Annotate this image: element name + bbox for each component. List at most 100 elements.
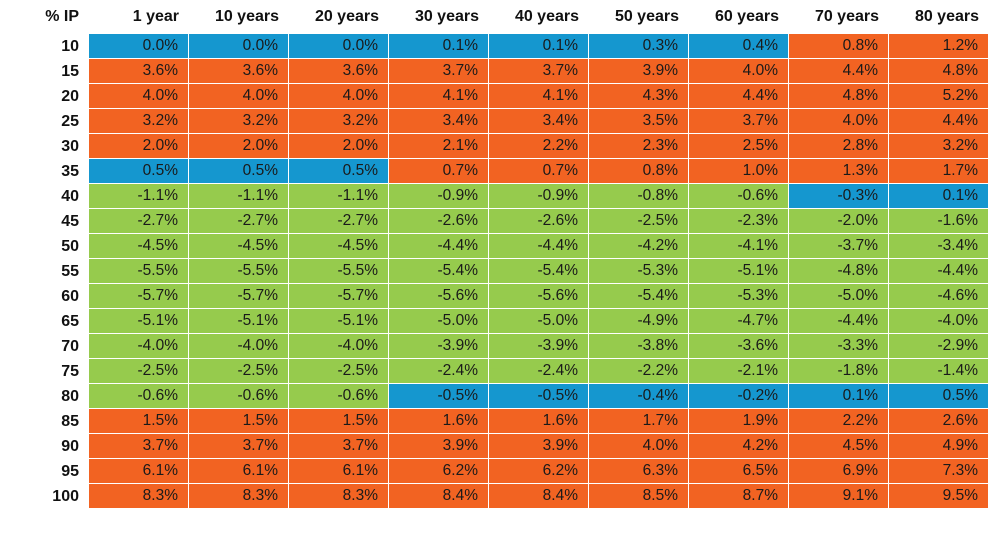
- heatmap-cell: 4.4%: [889, 109, 989, 134]
- heatmap-cell: 1.6%: [489, 409, 589, 434]
- heatmap-cell: 0.1%: [389, 34, 489, 59]
- row-label: 85: [61, 412, 79, 430]
- row-label: 50: [61, 237, 79, 255]
- heatmap-cell: 0.0%: [289, 34, 389, 59]
- column-header: 50 years: [614, 8, 679, 25]
- heatmap-cell: -0.9%: [489, 184, 589, 209]
- heatmap-cell: 8.3%: [189, 484, 289, 509]
- heatmap-cell: -1.1%: [189, 184, 289, 209]
- heatmap-cell: -2.0%: [789, 209, 889, 234]
- heatmap-cell: 0.1%: [489, 34, 589, 59]
- heatmap-cell: 4.0%: [289, 84, 389, 109]
- heatmap-cell: 1.3%: [789, 159, 889, 184]
- heatmap-cell: 1.7%: [889, 159, 989, 184]
- heatmap-cell: -5.1%: [89, 309, 189, 334]
- heatmap-cell: 4.2%: [689, 434, 789, 459]
- heatmap-cell: -5.1%: [189, 309, 289, 334]
- heatmap-cell: -5.6%: [489, 284, 589, 309]
- column-header: 1 year: [132, 8, 179, 25]
- row-label: 30: [61, 137, 79, 155]
- row-label: 60: [61, 287, 79, 305]
- heatmap-cell: -5.7%: [89, 284, 189, 309]
- heatmap-cell: 3.7%: [289, 434, 389, 459]
- heatmap-cell: 3.2%: [189, 109, 289, 134]
- heatmap-cell: -2.6%: [489, 209, 589, 234]
- heatmap-cell: 0.8%: [589, 159, 689, 184]
- heatmap-cell: -2.7%: [289, 209, 389, 234]
- heatmap-cell: -4.2%: [589, 234, 689, 259]
- heatmap-cell: 4.3%: [589, 84, 689, 109]
- heatmap-cell: -4.7%: [689, 309, 789, 334]
- heatmap-cell: -4.0%: [289, 334, 389, 359]
- heatmap-cell: -4.4%: [489, 234, 589, 259]
- heatmap-cell: 0.4%: [689, 34, 789, 59]
- heatmap-cell: 6.2%: [389, 459, 489, 484]
- heatmap-cell: -5.4%: [589, 284, 689, 309]
- heatmap-cell: -3.9%: [389, 334, 489, 359]
- heatmap-cell: 0.5%: [189, 159, 289, 184]
- heatmap-cell: -3.8%: [589, 334, 689, 359]
- heatmap-cell: -4.0%: [889, 309, 989, 334]
- heatmap-cell: 2.0%: [89, 134, 189, 159]
- column-header: 60 years: [714, 8, 779, 25]
- heatmap-cell: 4.0%: [189, 84, 289, 109]
- heatmap-cell: -0.6%: [189, 384, 289, 409]
- heatmap-cell: -4.5%: [89, 234, 189, 259]
- heatmap-cell: 6.1%: [189, 459, 289, 484]
- heatmap-cell: 0.1%: [789, 384, 889, 409]
- heatmap-cell: -2.4%: [389, 359, 489, 384]
- heatmap-cell: -1.8%: [789, 359, 889, 384]
- heatmap-cell: -3.7%: [789, 234, 889, 259]
- heatmap-cell: 9.1%: [789, 484, 889, 509]
- heatmap-cell: 3.6%: [289, 59, 389, 84]
- heatmap-cell: 0.7%: [489, 159, 589, 184]
- heatmap-cell: 0.5%: [889, 384, 989, 409]
- row-label: 75: [61, 362, 79, 380]
- heatmap-cell: 2.8%: [789, 134, 889, 159]
- heatmap-cell: -5.3%: [689, 284, 789, 309]
- heatmap-cell: 8.3%: [89, 484, 189, 509]
- heatmap-cell: 3.2%: [289, 109, 389, 134]
- heatmap-cell: 6.5%: [689, 459, 789, 484]
- heatmap-cell: -4.4%: [389, 234, 489, 259]
- heatmap-cell: -0.6%: [89, 384, 189, 409]
- heatmap-cell: 3.5%: [589, 109, 689, 134]
- heatmap-cell: -3.6%: [689, 334, 789, 359]
- heatmap-cell: -5.5%: [89, 259, 189, 284]
- heatmap-cell: 4.9%: [889, 434, 989, 459]
- heatmap-cell: 6.3%: [589, 459, 689, 484]
- heatmap-cell: -2.2%: [589, 359, 689, 384]
- heatmap-cell: -4.4%: [889, 259, 989, 284]
- heatmap-cell: 4.0%: [589, 434, 689, 459]
- row-label: 45: [61, 212, 79, 230]
- row-label: 35: [61, 162, 79, 180]
- heatmap-cell: 4.4%: [789, 59, 889, 84]
- heatmap-cell: -4.6%: [889, 284, 989, 309]
- heatmap-cell: 0.3%: [589, 34, 689, 59]
- heatmap-cell: -2.3%: [689, 209, 789, 234]
- heatmap-cell: 4.5%: [789, 434, 889, 459]
- heatmap-cell: 4.0%: [89, 84, 189, 109]
- heatmap-cell: -5.7%: [289, 284, 389, 309]
- heatmap-cell: 3.7%: [89, 434, 189, 459]
- heatmap-cell: 1.0%: [689, 159, 789, 184]
- heatmap-cell: -5.1%: [689, 259, 789, 284]
- row-label: 100: [52, 487, 79, 505]
- heatmap-cell: 8.4%: [489, 484, 589, 509]
- heatmap-cell: 0.8%: [789, 34, 889, 59]
- heatmap-cell: -5.1%: [289, 309, 389, 334]
- heatmap-cell: 0.5%: [89, 159, 189, 184]
- heatmap-cell: 4.4%: [689, 84, 789, 109]
- heatmap-cell: 3.4%: [389, 109, 489, 134]
- column-header: 70 years: [814, 8, 879, 25]
- heatmap-cell: 3.6%: [189, 59, 289, 84]
- heatmap-cell: 3.9%: [389, 434, 489, 459]
- heatmap-cell: 2.0%: [189, 134, 289, 159]
- heatmap-cell: 2.1%: [389, 134, 489, 159]
- heatmap-cell: -2.5%: [589, 209, 689, 234]
- heatmap-cell: -2.5%: [189, 359, 289, 384]
- heatmap-cell: -4.8%: [789, 259, 889, 284]
- column-header: 10 years: [214, 8, 279, 25]
- heatmap-grid: % IP 1 year 10 years 20 years 30 years 40 ye…: [45, 8, 989, 509]
- heatmap-cell: -5.0%: [389, 309, 489, 334]
